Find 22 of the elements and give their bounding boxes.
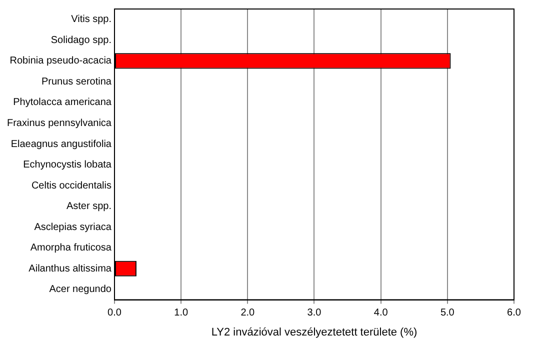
y-tick-label: Amorpha fruticosa (30, 242, 112, 254)
y-tick-label: Acer negundo (49, 284, 112, 296)
x-tick-label: 2.0 (240, 308, 256, 319)
x-tick-label: 4.0 (374, 308, 388, 319)
y-tick-label: Asclepias syriaca (34, 222, 112, 233)
y-tick-label: Phytolacca americana (13, 97, 112, 108)
y-tick-label: Prunus serotina (41, 76, 112, 88)
y-tick-label: Solidago spp. (50, 34, 112, 46)
y-tick-label: Echynocystis lobata (23, 160, 112, 171)
y-tick-label: Celtis occidentalis (31, 180, 112, 192)
x-tick-label: 3.0 (307, 308, 322, 319)
y-tick-label: Vitis spp. (71, 14, 112, 26)
y-tick-label: Elaeagnus angustifolia (10, 138, 112, 150)
x-axis-title: LY2 invázióval veszélyeztetett területe (%) (211, 326, 418, 338)
x-tick-label: 6.0 (507, 308, 522, 319)
x-tick-label: 1.0 (174, 308, 188, 319)
x-tick-label: 0.0 (108, 308, 122, 319)
y-tick-label: Fraxinus pennsylvanica (6, 118, 112, 129)
y-tick-label: Aster spp. (66, 201, 112, 212)
x-tick-label: 5.0 (440, 308, 455, 319)
y-tick-label: Robinia pseudo-acacia (10, 56, 112, 67)
y-tick-label: Ailanthus altissima (28, 263, 112, 274)
